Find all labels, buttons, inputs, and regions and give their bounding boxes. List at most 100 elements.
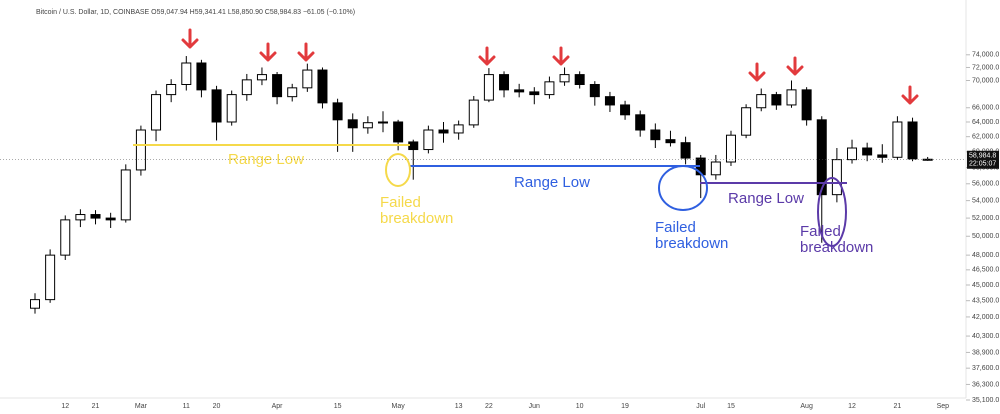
arrow: [478, 46, 496, 66]
x-tick-label: 21: [92, 403, 100, 410]
y-tick-label: 43,500.0: [972, 298, 999, 305]
candle-body: [347, 119, 358, 129]
candle-body: [30, 299, 40, 309]
x-tick-label: Apr: [272, 403, 284, 410]
callout-text: breakdown: [655, 235, 728, 252]
candle-body: [589, 83, 600, 98]
range-low-label: Range Low: [228, 151, 304, 168]
candle-body: [604, 96, 615, 106]
callout-text: breakdown: [800, 239, 873, 256]
y-tick-label: 38,900.0: [972, 349, 999, 356]
x-tick-label: Jun: [529, 403, 540, 410]
price-tag: [967, 150, 999, 169]
y-tick-label: 54,000.0: [972, 197, 999, 204]
candle-body: [680, 142, 691, 159]
y-tick-label: 62,000.0: [972, 134, 999, 141]
highlight-circle: [658, 165, 708, 211]
last-price-label: 58,984.8: [969, 153, 996, 160]
y-tick-label: 36,300.0: [972, 381, 999, 388]
candle-body: [725, 134, 736, 163]
x-tick-label: 22: [485, 403, 493, 410]
candle-body: [105, 217, 116, 221]
arrow: [181, 28, 199, 49]
y-tick-label: 40,300.0: [972, 333, 999, 340]
candle-body: [816, 119, 827, 196]
y-tick-label: 48,000.0: [972, 252, 999, 259]
y-tick-label: 64,000.0: [972, 119, 999, 126]
x-tick-label: 12: [61, 403, 69, 410]
callout-text: breakdown: [380, 210, 453, 227]
candle-body: [408, 141, 419, 151]
candle-body: [710, 161, 721, 176]
candle-body: [831, 159, 842, 196]
candle-body: [393, 121, 404, 143]
candle-body: [483, 74, 494, 101]
chart-title: Bitcoin / U.S. Dollar, 1D, COINBASE O59,…: [36, 9, 355, 16]
candle-body: [650, 129, 661, 141]
highlight-circle: [817, 177, 847, 247]
x-tick-label: 20: [213, 403, 221, 410]
range-low-label: Range Low: [728, 190, 804, 207]
candle-body: [756, 94, 767, 109]
candle-body: [45, 254, 56, 301]
callout-text: Failed: [380, 194, 421, 211]
x-tick-label: Jul: [696, 403, 705, 410]
candle-body: [514, 89, 525, 93]
candle-body: [620, 104, 631, 116]
y-tick-label: 66,000.0: [972, 105, 999, 112]
y-tick-label: 74,000.0: [972, 52, 999, 59]
x-tick-label: 19: [621, 403, 629, 410]
candle-body: [151, 94, 162, 131]
arrows: [181, 28, 919, 105]
y-tick-label: 46,500.0: [972, 267, 999, 274]
candle-body: [423, 129, 434, 151]
range-low-label: Range Low: [514, 174, 590, 191]
y-tick-label: 52,000.0: [972, 215, 999, 222]
y-tick-label: 72,000.0: [972, 64, 999, 71]
candle-body: [741, 107, 752, 136]
y-tick-label: 56,000.0: [972, 181, 999, 188]
arrow: [748, 62, 766, 82]
y-tick-label: 37,600.0: [972, 365, 999, 372]
x-tick-label: 11: [183, 403, 190, 410]
y-tick-label: 50,000.0: [972, 233, 999, 240]
candle-body: [90, 214, 101, 219]
candle-body: [166, 83, 177, 96]
x-tick-label: 13: [455, 403, 463, 410]
candle-body: [241, 79, 252, 96]
candle-body: [665, 139, 676, 144]
candle-body: [332, 102, 343, 121]
candle-body: [362, 122, 373, 129]
candle-body: [529, 91, 540, 96]
candle-body: [544, 81, 555, 96]
x-tick-label: Sep: [937, 403, 950, 410]
candle-body: [211, 89, 222, 123]
candle-body: [862, 147, 873, 156]
candle-body: [574, 74, 585, 85]
callout-text: Failed: [800, 223, 841, 240]
arrow: [552, 46, 570, 66]
candle-body: [438, 129, 449, 134]
candle-body: [287, 87, 298, 98]
y-tick-label: 70,000.0: [972, 77, 999, 84]
candle-body: [847, 147, 858, 161]
candle-body: [635, 114, 646, 131]
x-tick-label: 15: [727, 403, 735, 410]
arrow: [297, 42, 315, 62]
candle-body: [892, 121, 903, 158]
candle-body: [60, 219, 71, 256]
y-tick-label: 45,000.0: [972, 282, 999, 289]
candle-body: [256, 74, 267, 81]
x-tick-label: Mar: [135, 403, 148, 410]
candle-body: [75, 214, 86, 221]
candle-body: [120, 169, 131, 221]
candle-body: [468, 99, 479, 126]
candle-body: [226, 94, 237, 123]
x-tick-label: 21: [894, 403, 902, 410]
arrow: [901, 85, 919, 105]
candle-body: [272, 74, 283, 98]
candle-body: [786, 89, 797, 106]
